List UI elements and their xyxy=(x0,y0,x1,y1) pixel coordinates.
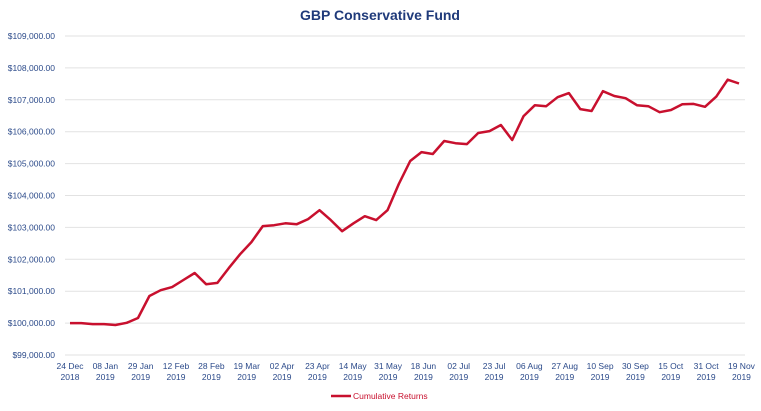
x-tick-label: 14 May 2019 xyxy=(339,361,368,382)
x-tick-label: 08 Jan 2019 xyxy=(93,361,119,382)
y-tick-label: $103,000.00 xyxy=(8,222,56,232)
x-axis-ticks: 24 Dec 2018 08 Jan 2019 29 Jan 2019 12 Feb 2019… xyxy=(57,361,756,382)
x-tick-label: 19 Nov 2019 xyxy=(728,361,756,382)
y-tick-label: $106,000.00 xyxy=(8,127,56,137)
x-tick-label: 18 Jun 2019 xyxy=(411,361,437,382)
y-tick-label: $105,000.00 xyxy=(8,159,56,169)
x-tick-label: 29 Jan 2019 xyxy=(128,361,154,382)
y-tick-label: $101,000.00 xyxy=(8,286,56,296)
y-tick-label: $102,000.00 xyxy=(8,254,56,264)
x-tick-label: 23 Apr 2019 xyxy=(305,361,330,382)
y-tick-label: $100,000.00 xyxy=(8,318,56,328)
x-tick-label: 06 Aug 2019 xyxy=(516,361,543,382)
x-tick-label: 31 May 2019 xyxy=(374,361,403,382)
y-tick-label: $109,000.00 xyxy=(8,31,56,41)
x-tick-label: 15 Oct 2019 xyxy=(658,361,684,382)
legend-label-cumulative-returns: Cumulative Returns xyxy=(353,391,428,401)
x-tick-label: 10 Sep 2019 xyxy=(587,361,614,382)
x-tick-label: 31 Oct 2019 xyxy=(694,361,720,382)
series-layer xyxy=(69,78,740,327)
x-tick-label: 19 Mar 2019 xyxy=(233,361,260,382)
gridlines xyxy=(65,35,745,356)
x-tick-label: 12 Feb 2019 xyxy=(163,361,190,382)
x-tick-label: 24 Dec 2018 xyxy=(57,361,85,382)
series-line-cumulative-returns xyxy=(70,78,740,327)
x-tick-label: 28 Feb 2019 xyxy=(198,361,225,382)
x-tick-label: 27 Aug 2019 xyxy=(552,361,579,382)
y-tick-label: $108,000.00 xyxy=(8,63,56,73)
x-tick-label: 23 Jul 2019 xyxy=(483,361,506,382)
x-tick-label: 30 Sep 2019 xyxy=(622,361,649,382)
y-tick-label: $107,000.00 xyxy=(8,95,56,105)
y-tick-label: $104,000.00 xyxy=(8,191,56,201)
x-tick-label: 02 Jul 2019 xyxy=(447,361,470,382)
x-tick-label: 02 Apr 2019 xyxy=(270,361,295,382)
chart-title: GBP Conservative Fund xyxy=(300,7,460,23)
y-tick-label: $99,000.00 xyxy=(12,350,55,360)
y-axis-ticks: $99,000.00 $100,000.00 $101,000.00 $102,000… xyxy=(8,31,56,360)
legend: Cumulative Returns xyxy=(331,391,428,401)
